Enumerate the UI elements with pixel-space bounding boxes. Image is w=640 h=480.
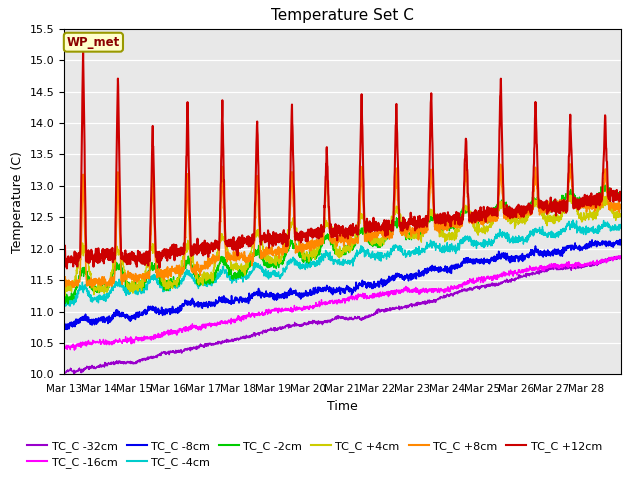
TC_C -16cm bbox=[70, 347, 78, 353]
Line: TC_C +12cm: TC_C +12cm bbox=[64, 51, 621, 268]
TC_C -32cm bbox=[617, 254, 625, 260]
TC_C +12cm bbox=[511, 212, 518, 217]
TC_C -8cm bbox=[376, 280, 384, 286]
TC_C +12cm bbox=[236, 238, 244, 244]
TC_C -8cm bbox=[60, 325, 68, 331]
TC_C -16cm bbox=[542, 265, 550, 271]
TC_C +8cm bbox=[88, 285, 95, 290]
TC_C -2cm bbox=[376, 244, 384, 250]
TC_C +4cm bbox=[60, 290, 68, 296]
TC_C +8cm bbox=[116, 233, 124, 239]
TC_C -32cm bbox=[236, 336, 244, 342]
TC_C -8cm bbox=[236, 294, 244, 300]
TC_C -2cm bbox=[64, 301, 72, 307]
TC_C -2cm bbox=[236, 272, 244, 277]
TC_C -4cm bbox=[376, 250, 384, 255]
TC_C -2cm bbox=[617, 192, 625, 197]
TC_C -4cm bbox=[510, 239, 518, 245]
TC_C +8cm bbox=[323, 158, 331, 164]
TC_C +12cm bbox=[617, 196, 625, 202]
TC_C +8cm bbox=[376, 229, 384, 235]
TC_C +12cm bbox=[609, 199, 617, 204]
Line: TC_C -8cm: TC_C -8cm bbox=[64, 240, 621, 329]
TC_C -8cm bbox=[609, 243, 617, 249]
TC_C -4cm bbox=[542, 232, 550, 238]
TC_C -32cm bbox=[615, 253, 623, 259]
TC_C -4cm bbox=[236, 273, 244, 278]
TC_C -16cm bbox=[60, 343, 68, 349]
Line: TC_C -16cm: TC_C -16cm bbox=[64, 256, 621, 350]
TC_C +8cm bbox=[236, 253, 244, 259]
TC_C +4cm bbox=[510, 218, 518, 224]
Y-axis label: Temperature (C): Temperature (C) bbox=[11, 151, 24, 252]
TC_C -16cm bbox=[376, 290, 384, 296]
TC_C +4cm bbox=[376, 241, 384, 247]
TC_C -16cm bbox=[510, 268, 518, 274]
TC_C -8cm bbox=[617, 237, 625, 243]
Line: TC_C +8cm: TC_C +8cm bbox=[64, 161, 621, 288]
TC_C -32cm bbox=[70, 371, 78, 377]
TC_C -4cm bbox=[116, 279, 124, 285]
TC_C -2cm bbox=[609, 192, 617, 198]
Line: TC_C -32cm: TC_C -32cm bbox=[64, 256, 621, 374]
TC_C -16cm bbox=[236, 316, 244, 322]
Line: TC_C -2cm: TC_C -2cm bbox=[64, 184, 621, 304]
TC_C -8cm bbox=[510, 253, 518, 259]
TC_C +4cm bbox=[116, 252, 124, 257]
TC_C -8cm bbox=[116, 311, 124, 317]
TC_C +4cm bbox=[617, 211, 625, 216]
Legend: TC_C -32cm, TC_C -16cm, TC_C -8cm, TC_C -4cm, TC_C -2cm, TC_C +4cm, TC_C +8cm, T: TC_C -32cm, TC_C -16cm, TC_C -8cm, TC_C … bbox=[23, 436, 606, 472]
Line: TC_C -4cm: TC_C -4cm bbox=[64, 220, 621, 306]
TC_C -2cm bbox=[542, 205, 550, 211]
TC_C +12cm bbox=[79, 48, 87, 54]
TC_C +4cm bbox=[609, 211, 617, 216]
TC_C +8cm bbox=[542, 204, 550, 210]
TC_C -8cm bbox=[616, 237, 623, 242]
TC_C -4cm bbox=[61, 303, 68, 309]
TC_C -2cm bbox=[116, 262, 124, 268]
TC_C -32cm bbox=[60, 371, 68, 376]
TC_C -2cm bbox=[603, 181, 611, 187]
TC_C +4cm bbox=[542, 213, 550, 219]
TC_C +8cm bbox=[511, 211, 518, 216]
TC_C +12cm bbox=[60, 246, 68, 252]
TC_C +8cm bbox=[60, 276, 68, 282]
TC_C -32cm bbox=[510, 276, 518, 282]
TC_C +4cm bbox=[236, 264, 244, 270]
Text: WP_met: WP_met bbox=[67, 36, 120, 48]
Line: TC_C +4cm: TC_C +4cm bbox=[64, 195, 621, 296]
TC_C -4cm bbox=[60, 300, 68, 306]
TC_C -2cm bbox=[60, 298, 68, 303]
TC_C -16cm bbox=[617, 253, 625, 259]
TC_C +8cm bbox=[609, 204, 617, 209]
TC_C -32cm bbox=[609, 255, 617, 261]
TC_C -8cm bbox=[62, 326, 70, 332]
TC_C -8cm bbox=[542, 251, 550, 257]
TC_C -2cm bbox=[510, 213, 518, 219]
TC_C -32cm bbox=[542, 267, 550, 273]
TC_C +4cm bbox=[61, 293, 69, 299]
TC_C +8cm bbox=[617, 204, 625, 210]
TC_C -16cm bbox=[116, 338, 124, 344]
TC_C +12cm bbox=[542, 200, 550, 206]
Title: Temperature Set C: Temperature Set C bbox=[271, 9, 414, 24]
TC_C -32cm bbox=[376, 309, 384, 315]
X-axis label: Time: Time bbox=[327, 400, 358, 413]
TC_C +12cm bbox=[116, 204, 124, 210]
TC_C -4cm bbox=[617, 225, 625, 231]
TC_C -4cm bbox=[569, 217, 577, 223]
TC_C -16cm bbox=[609, 255, 617, 261]
TC_C -32cm bbox=[116, 358, 124, 364]
TC_C +12cm bbox=[63, 265, 71, 271]
TC_C +12cm bbox=[376, 227, 384, 233]
TC_C -4cm bbox=[609, 224, 617, 230]
TC_C +4cm bbox=[566, 192, 574, 198]
